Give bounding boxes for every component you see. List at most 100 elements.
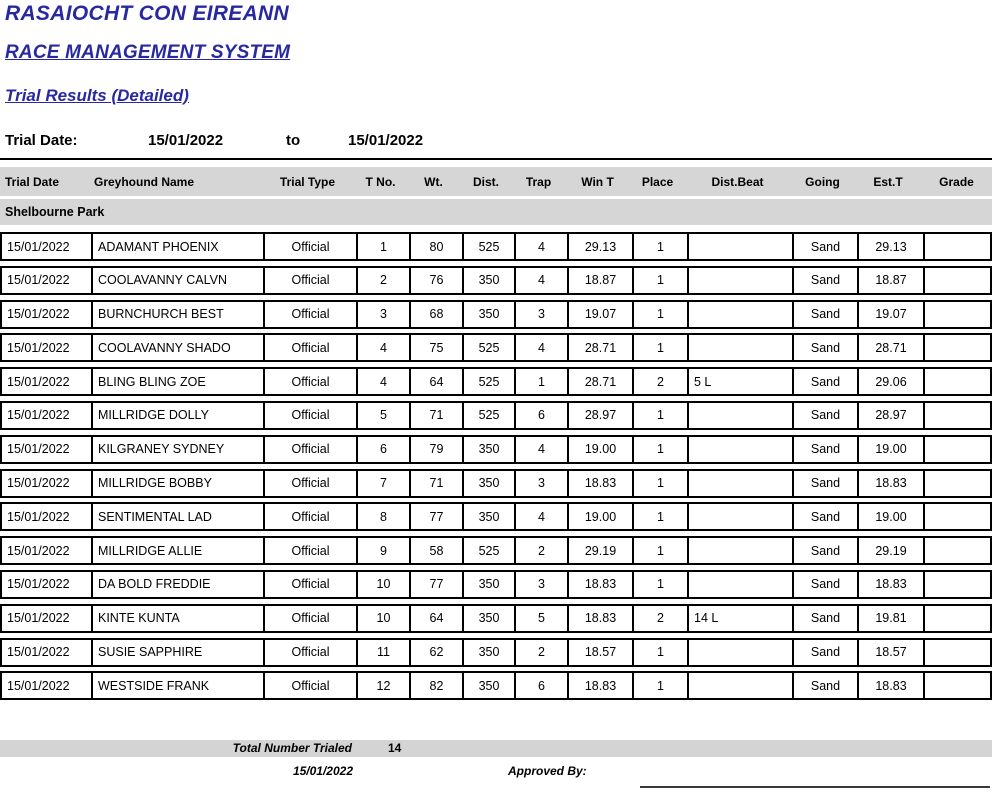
- cell-place: 1: [632, 639, 687, 665]
- cell-trap: 3: [514, 301, 567, 327]
- trial-date-to-value: 15/01/2022: [348, 132, 424, 149]
- cell-going: Sand: [792, 335, 857, 361]
- cell-grade: [923, 402, 990, 428]
- cell-grade: [923, 605, 990, 631]
- cell-t-no: 11: [356, 639, 409, 665]
- cell-dist-beat: [687, 673, 792, 699]
- cell-t-no: 4: [356, 369, 409, 395]
- cell-trap: 5: [514, 605, 567, 631]
- cell-dist-beat: 5 L: [687, 369, 792, 395]
- cell-trial-type: Official: [263, 436, 356, 462]
- cell-grade: [923, 234, 990, 259]
- table-row: 15/01/2022 MILLRIDGE ALLIE Official 9 58…: [0, 536, 992, 566]
- cell-est-t: 19.00: [857, 436, 923, 462]
- cell-t-no: 2: [356, 267, 409, 293]
- cell-going: Sand: [792, 571, 857, 597]
- cell-dist-beat: [687, 639, 792, 665]
- cell-dist: 350: [462, 267, 514, 293]
- cell-dist-beat: [687, 504, 792, 530]
- cell-trap: 3: [514, 470, 567, 496]
- cell-place: 1: [632, 436, 687, 462]
- cell-win-t: 18.87: [567, 267, 632, 293]
- cell-grade: [923, 639, 990, 665]
- cell-win-t: 18.83: [567, 605, 632, 631]
- cell-est-t: 18.87: [857, 267, 923, 293]
- cell-greyhound-name: WESTSIDE FRANK: [91, 673, 263, 699]
- table-row: 15/01/2022 ADAMANT PHOENIX Official 1 80…: [0, 232, 992, 261]
- cell-greyhound-name: DA BOLD FREDDIE: [91, 571, 263, 597]
- cell-place: 1: [632, 571, 687, 597]
- cell-trap: 1: [514, 369, 567, 395]
- cell-trial-type: Official: [263, 605, 356, 631]
- cell-t-no: 9: [356, 538, 409, 564]
- cell-est-t: 18.83: [857, 470, 923, 496]
- cell-trial-date: 15/01/2022: [7, 340, 70, 355]
- table-header-row: Trial Date Greyhound Name Trial Type T N…: [0, 167, 992, 196]
- cell-grade: [923, 369, 990, 395]
- table-row: 15/01/2022 BURNCHURCH BEST Official 3 68…: [0, 299, 992, 329]
- cell-t-no: 1: [356, 234, 409, 259]
- cell-dist: 525: [462, 538, 514, 564]
- cell-dist: 525: [462, 369, 514, 395]
- table-row: 15/01/2022 DA BOLD FREDDIE Official 10 7…: [0, 569, 992, 599]
- cell-win-t: 29.13: [567, 234, 632, 259]
- cell-place: 1: [632, 402, 687, 428]
- cell-est-t: 18.83: [857, 571, 923, 597]
- cell-greyhound-name: MILLRIDGE ALLIE: [91, 538, 263, 564]
- cell-grade: [923, 673, 990, 699]
- cell-wt: 75: [409, 335, 462, 361]
- cell-going: Sand: [792, 639, 857, 665]
- cell-trial-type: Official: [263, 267, 356, 293]
- cell-grade: [923, 436, 990, 462]
- cell-grade: [923, 267, 990, 293]
- cell-grade: [923, 335, 990, 361]
- cell-trial-date: 15/01/2022: [7, 307, 70, 322]
- trial-date-label: Trial Date:: [5, 132, 78, 149]
- cell-going: Sand: [792, 369, 857, 395]
- org-title: RASAIOCHT CON EIREANN: [5, 2, 289, 25]
- cell-t-no: 3: [356, 301, 409, 327]
- cell-dist-beat: [687, 267, 792, 293]
- approved-by-label: Approved By:: [508, 764, 587, 778]
- cell-going: Sand: [792, 673, 857, 699]
- column-header-wt: Wt.: [424, 174, 443, 189]
- cell-greyhound-name: BURNCHURCH BEST: [91, 301, 263, 327]
- cell-wt: 77: [409, 571, 462, 597]
- cell-dist: 350: [462, 470, 514, 496]
- table-row: 15/01/2022 SENTIMENTAL LAD Official 8 77…: [0, 502, 992, 532]
- cell-win-t: 19.00: [567, 504, 632, 530]
- cell-win-t: 28.71: [567, 335, 632, 361]
- cell-dist: 350: [462, 605, 514, 631]
- cell-t-no: 10: [356, 605, 409, 631]
- cell-dist: 350: [462, 301, 514, 327]
- cell-trial-date: 15/01/2022: [7, 577, 70, 592]
- column-header-trial-date: Trial Date: [5, 174, 60, 189]
- cell-place: 1: [632, 335, 687, 361]
- cell-t-no: 8: [356, 504, 409, 530]
- cell-est-t: 28.97: [857, 402, 923, 428]
- cell-trap: 3: [514, 571, 567, 597]
- cell-grade: [923, 538, 990, 564]
- cell-t-no: 12: [356, 673, 409, 699]
- cell-place: 2: [632, 369, 687, 395]
- cell-t-no: 4: [356, 335, 409, 361]
- cell-trial-type: Official: [263, 470, 356, 496]
- cell-est-t: 19.07: [857, 301, 923, 327]
- cell-greyhound-name: COOLAVANNY CALVN: [91, 267, 263, 293]
- cell-dist-beat: [687, 538, 792, 564]
- cell-going: Sand: [792, 267, 857, 293]
- cell-trial-type: Official: [263, 301, 356, 327]
- cell-greyhound-name: ADAMANT PHOENIX: [91, 234, 263, 259]
- cell-trial-date: 15/01/2022: [7, 509, 70, 524]
- table-row: 15/01/2022 MILLRIDGE BOBBY Official 7 71…: [0, 468, 992, 498]
- cell-trap: 6: [514, 673, 567, 699]
- cell-wt: 64: [409, 369, 462, 395]
- cell-trial-date: 15/01/2022: [7, 645, 70, 660]
- cell-t-no: 6: [356, 436, 409, 462]
- cell-trial-type: Official: [263, 369, 356, 395]
- system-title: RACE MANAGEMENT SYSTEM: [5, 42, 291, 63]
- total-trialed-label: Total Number Trialed: [232, 741, 352, 755]
- cell-trial-date: 15/01/2022: [7, 408, 70, 423]
- column-header-grade: Grade: [939, 174, 974, 189]
- cell-trial-type: Official: [263, 639, 356, 665]
